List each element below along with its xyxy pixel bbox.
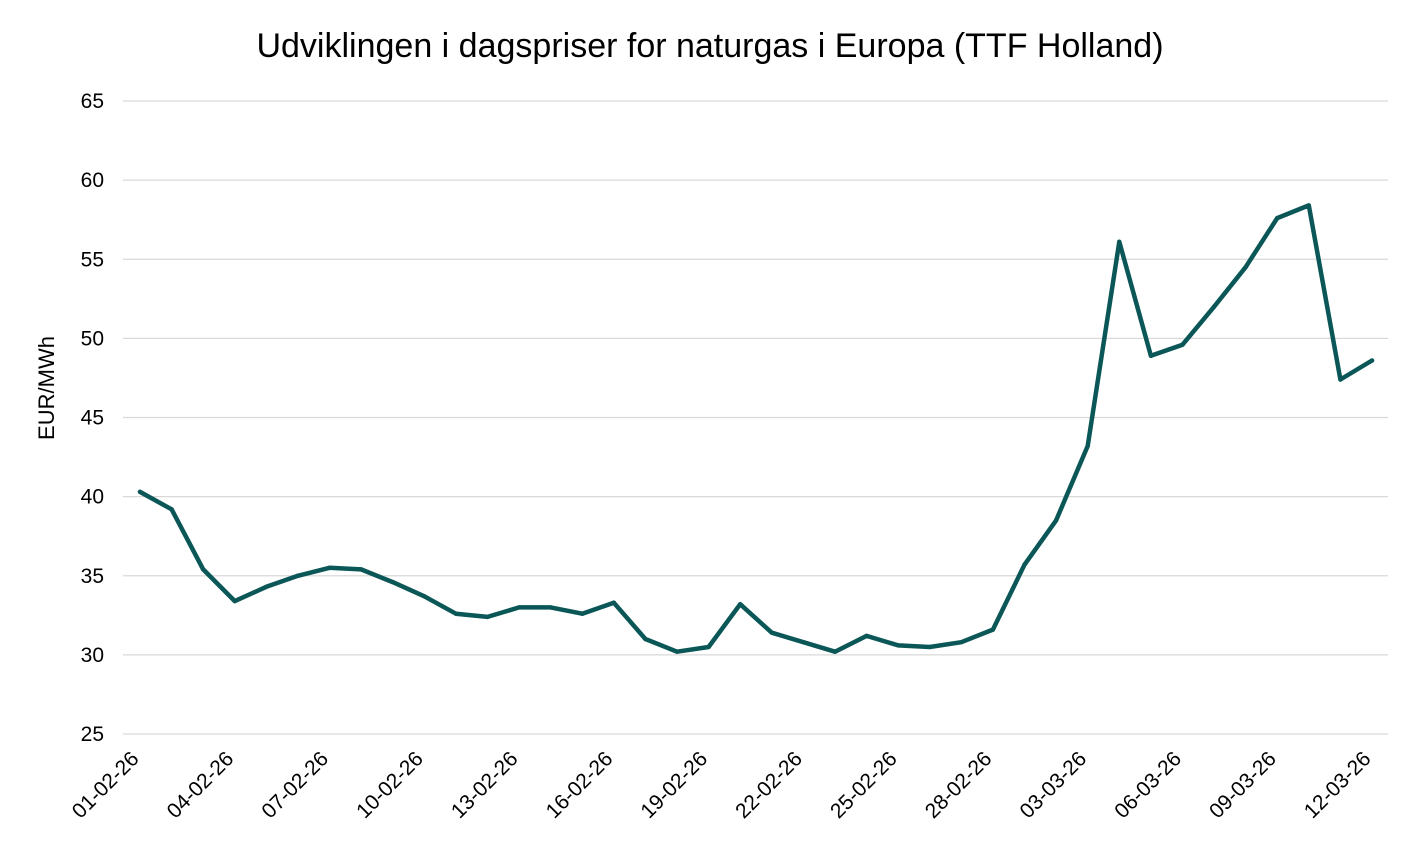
y-axis-label: EUR/MWh (34, 336, 59, 440)
data-point (358, 567, 364, 572)
data-point (453, 611, 459, 616)
y-tick-label: 30 (81, 644, 104, 667)
data-point (738, 602, 743, 607)
data-point (1053, 518, 1059, 523)
data-point (990, 627, 996, 632)
data-point (1275, 215, 1280, 221)
gridlines (123, 100, 1388, 735)
x-tick-label: 04-02-26 (163, 747, 239, 823)
x-tick-label: 13-02-26 (447, 747, 523, 823)
chart-title: Udviklingen i dagspriser for naturgas i … (256, 27, 1163, 65)
x-tick-label: 07-02-26 (257, 747, 333, 823)
data-point (232, 598, 237, 604)
data-point (580, 611, 585, 616)
x-tick-label: 22-02-26 (731, 747, 807, 823)
y-tick-label: 65 (81, 90, 104, 113)
y-tick-label: 55 (81, 248, 104, 271)
data-point (1369, 358, 1375, 363)
x-tick-label: 06-03-26 (1110, 747, 1186, 823)
data-point (390, 579, 395, 585)
data-point (1211, 304, 1217, 309)
data-point (1022, 562, 1027, 567)
data-point (295, 573, 301, 578)
x-axis-ticks: 01-02-26 04-02-26 07-02-26 10-02-26 13-02-26… (68, 747, 1376, 823)
y-tick-label: 40 (81, 486, 104, 509)
data-point (485, 614, 490, 620)
data-point (611, 600, 617, 605)
x-tick-label: 25-02-26 (826, 747, 902, 823)
data-point (137, 489, 143, 495)
data-point (1180, 342, 1185, 347)
x-tick-label: 01-02-26 (68, 747, 144, 823)
data-point (422, 594, 427, 599)
data-point (327, 565, 332, 571)
data-point (264, 584, 269, 590)
data-point (548, 605, 553, 610)
data-point (801, 640, 806, 645)
data-point (1306, 203, 1312, 208)
x-tick-label: 16-02-26 (542, 747, 618, 823)
series-layer (137, 203, 1375, 654)
data-point (895, 643, 901, 648)
data-point (1243, 264, 1248, 270)
data-point (1117, 239, 1122, 245)
y-tick-label: 35 (81, 565, 104, 588)
y-axis-ticks: 25 30 35 40 45 50 55 60 65 (81, 90, 104, 746)
data-point (1085, 443, 1090, 449)
x-tick-label: 10-02-26 (352, 747, 428, 823)
data-point (1338, 377, 1343, 382)
series-line (137, 203, 1375, 654)
data-point (832, 649, 838, 654)
data-point (674, 649, 680, 654)
y-tick-label: 50 (81, 327, 104, 350)
y-tick-label: 45 (81, 407, 104, 430)
y-tick-label: 25 (81, 723, 104, 746)
data-point (169, 507, 174, 512)
x-tick-label: 19-02-26 (636, 747, 712, 823)
x-tick-label: 28-02-26 (921, 747, 997, 823)
data-point (959, 640, 964, 645)
data-point (516, 605, 522, 610)
y-tick-label: 60 (81, 169, 104, 192)
data-point (643, 636, 648, 642)
x-tick-label: 12-03-26 (1300, 747, 1376, 823)
data-point (706, 644, 711, 650)
x-tick-label: 03-03-26 (1016, 747, 1092, 823)
data-point (200, 567, 206, 572)
data-point (769, 630, 774, 635)
data-point (927, 644, 932, 650)
data-point (1148, 353, 1154, 358)
x-tick-label: 09-03-26 (1205, 747, 1281, 823)
data-point (864, 633, 869, 639)
